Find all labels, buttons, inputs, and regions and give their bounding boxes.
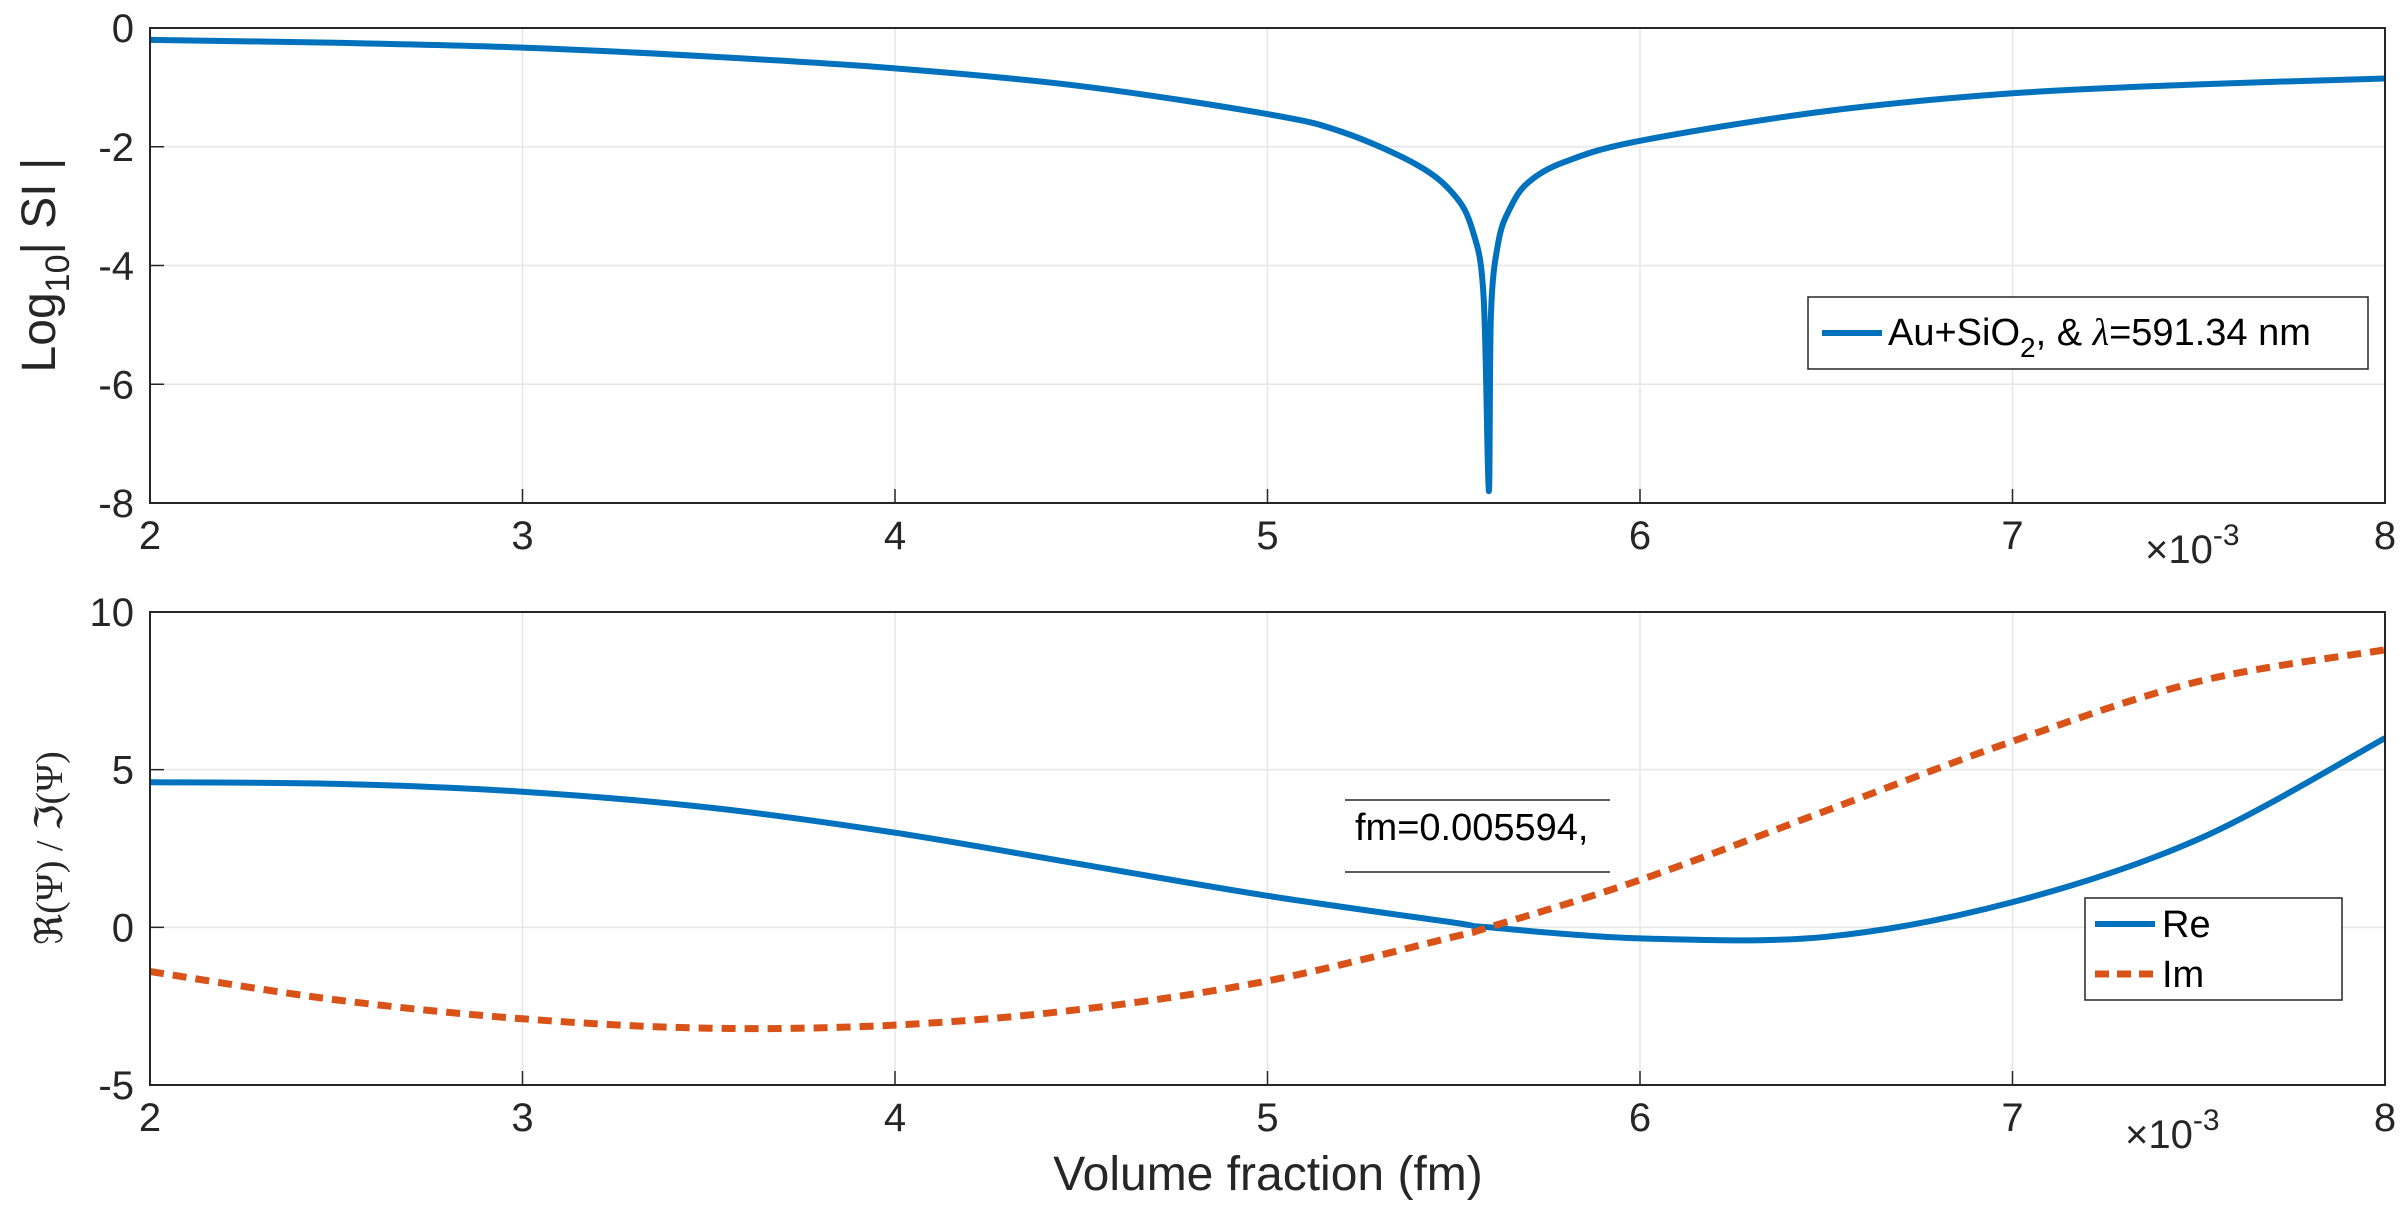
bottom-x-exponent-base: ×10	[2125, 1113, 2193, 1157]
top-legend-part-3: , &	[2036, 312, 2093, 354]
top-y-label-rest: | SI |	[13, 158, 66, 255]
top-x-tick-label: 2	[139, 514, 161, 558]
bottom-series-line-im	[149, 646, 2386, 1033]
top-legend-part-5: =591.34 nm	[2109, 312, 2311, 354]
bottom-x-tick-label: 3	[511, 1096, 533, 1140]
bottom-x-exponent: ×10-3	[2125, 1104, 2220, 1157]
top-series-line-top-series-0	[149, 36, 2386, 495]
bottom-series-line-re	[149, 735, 2387, 944]
top-y-tick-label: 0	[112, 7, 134, 51]
bottom-x-tick-label: 2	[139, 1096, 161, 1140]
top-grid	[150, 28, 2385, 503]
top-y-tick-label: -4	[98, 245, 134, 289]
bottom-x-exponent-power: -3	[2193, 1104, 2220, 1137]
legend-label-re: Re	[2162, 904, 2211, 946]
top-y-tick-label: -8	[98, 482, 134, 526]
top-legend-part-1: Au+SiO	[1888, 312, 2020, 354]
top-x-exponent-base: ×10	[2145, 528, 2213, 572]
top-legend: Au+SiO2, & λ=591.34 nm	[1807, 296, 2369, 370]
bottom-tick-labels: 2 3 4 5 6 7 8 10 5 0 -5	[90, 591, 2397, 1140]
top-legend-part-2: 2	[2020, 332, 2036, 363]
top-y-tick-label: -2	[98, 126, 134, 170]
bottom-x-tick-label: 6	[1629, 1096, 1651, 1140]
bottom-x-tick-label: 5	[1256, 1096, 1278, 1140]
top-panel: 2 3 4 5 6 7 8 0 -2 -4 -6 -8 ×10-3 Log10| SI | Au+Si…	[13, 7, 2396, 572]
top-y-tick-label: -6	[98, 363, 134, 407]
crossing-annotation: fm=0.005594,	[1345, 799, 1610, 873]
bottom-series-layer	[149, 646, 2387, 1033]
annotation-text: fm=0.005594,	[1355, 807, 1588, 849]
bottom-y-tick-label: -5	[98, 1064, 134, 1108]
top-tick-labels: 2 3 4 5 6 7 8 0 -2 -4 -6 -8	[98, 7, 2396, 558]
bottom-grid	[150, 612, 2385, 1085]
top-x-tick-label: 3	[511, 514, 533, 558]
bottom-y-axis-label: ℜ(Ψ) / ℑ(Ψ)	[29, 751, 71, 945]
top-legend-box	[1807, 296, 2369, 370]
top-x-tick-label: 8	[2374, 514, 2396, 558]
top-x-tick-label: 7	[2001, 514, 2023, 558]
top-y-label-sub: 10	[39, 255, 77, 293]
bottom-legend: Re Im	[2084, 897, 2343, 1001]
bottom-legend-box	[2084, 897, 2343, 1001]
top-legend-label: Au+SiO2, & λ=591.34 nm	[1888, 312, 2311, 363]
top-y-axis-label: Log10| SI |	[13, 158, 77, 373]
top-series-layer	[149, 36, 2386, 495]
bottom-panel: 2 3 4 5 6 7 8 10 5 0 -5 ×10-3 Volume fraction (fm)…	[29, 591, 2396, 1201]
bottom-x-tick-label: 7	[2001, 1096, 2023, 1140]
bottom-y-tick-label: 10	[90, 591, 135, 635]
bottom-x-tick-label: 4	[884, 1096, 906, 1140]
top-legend-part-4: λ	[2092, 312, 2109, 354]
legend-label-im: Im	[2162, 954, 2204, 996]
top-x-tick-label: 5	[1256, 514, 1278, 558]
top-x-exponent-power: -3	[2213, 519, 2240, 552]
bottom-x-tick-label: 8	[2374, 1096, 2396, 1140]
top-x-exponent: ×10-3	[2145, 519, 2240, 572]
top-y-label-base: Log	[13, 292, 66, 372]
bottom-y-tick-label: 5	[112, 749, 134, 793]
bottom-x-axis-label: Volume fraction (fm)	[1053, 1148, 1482, 1201]
top-x-tick-label: 6	[1629, 514, 1651, 558]
top-x-tick-label: 4	[884, 514, 906, 558]
bottom-y-tick-label: 0	[112, 906, 134, 950]
